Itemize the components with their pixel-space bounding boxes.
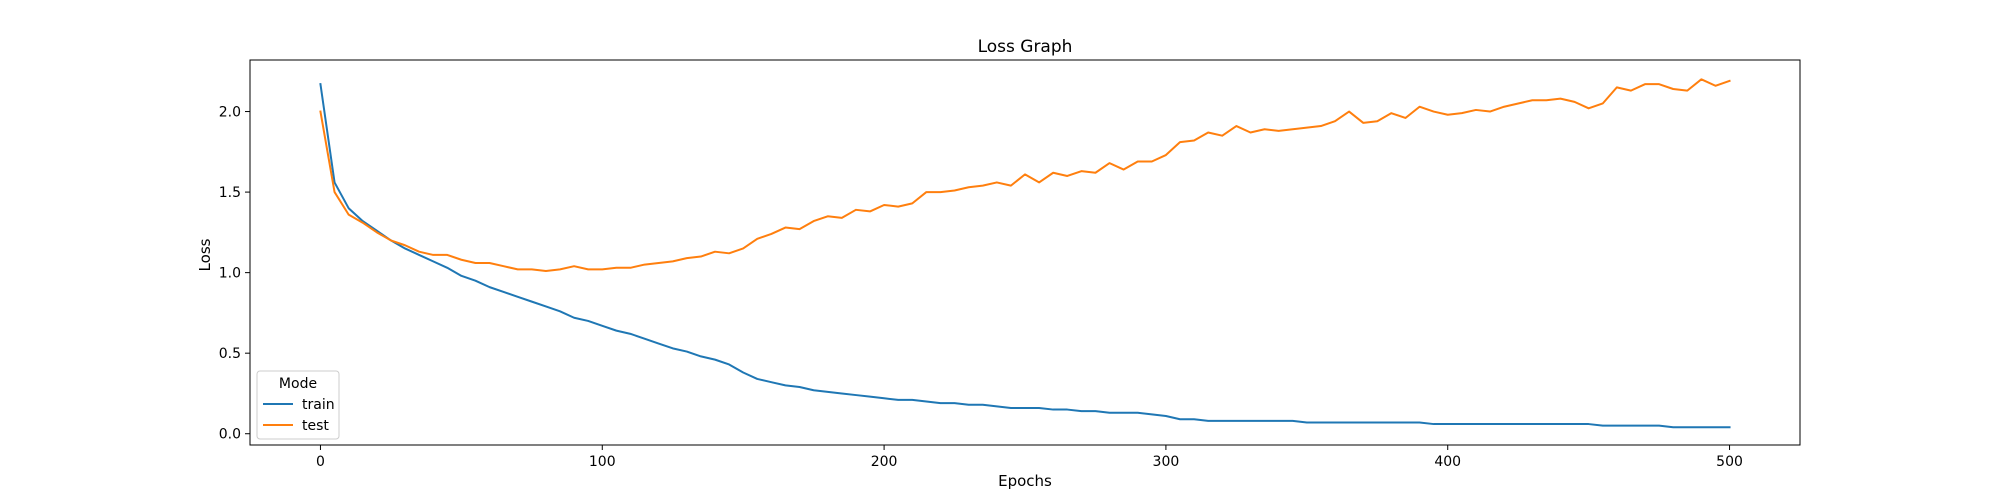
x-tick-label: 400 bbox=[1434, 454, 1461, 470]
y-tick-label: 0.0 bbox=[219, 427, 241, 443]
legend-label-test: test bbox=[302, 418, 329, 434]
ticks-layer: 0 100 200 300 400 500 0.0 0.5 1.0 1.5 2.0 bbox=[219, 105, 1743, 470]
x-tick-label: 0 bbox=[316, 454, 325, 470]
legend-label-train: train bbox=[302, 397, 335, 413]
y-tick-label: 1.5 bbox=[219, 185, 241, 201]
lines-layer bbox=[319, 78, 1731, 429]
x-tick-label: 300 bbox=[1153, 454, 1180, 470]
y-tick-label: 2.0 bbox=[219, 105, 241, 121]
legend-title: Mode bbox=[279, 376, 317, 392]
y-tick-label: 1.0 bbox=[219, 266, 241, 282]
x-tick-label: 100 bbox=[589, 454, 616, 470]
x-tick-label: 200 bbox=[871, 454, 898, 470]
x-axis-title: Epochs bbox=[998, 472, 1052, 490]
y-axis-title: Loss bbox=[196, 238, 214, 271]
chart-title: Loss Graph bbox=[978, 37, 1073, 57]
series-line-test bbox=[319, 78, 1731, 273]
legend-box bbox=[256, 370, 340, 440]
series-line-train bbox=[319, 83, 1731, 429]
plot-frame bbox=[249, 59, 1801, 446]
x-tick-label: 500 bbox=[1716, 454, 1743, 470]
y-tick-label: 0.5 bbox=[219, 346, 241, 362]
legend: Mode train test bbox=[256, 370, 340, 440]
